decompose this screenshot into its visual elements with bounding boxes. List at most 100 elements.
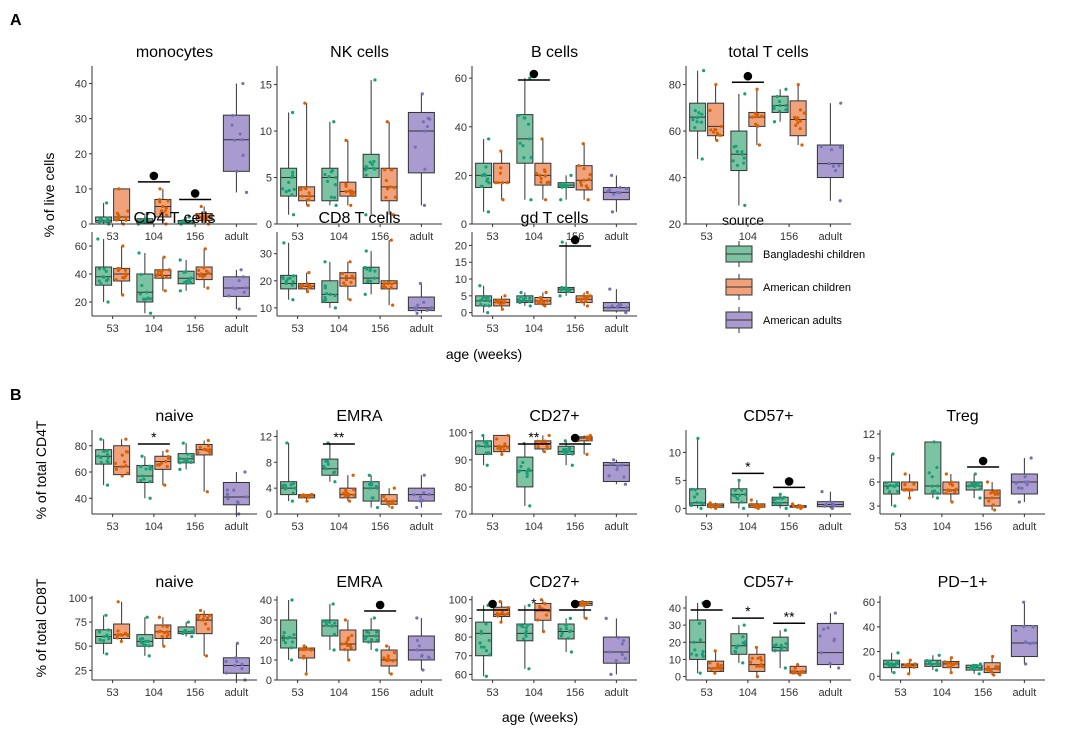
data-point bbox=[616, 464, 620, 468]
data-point bbox=[281, 275, 285, 279]
data-point bbox=[735, 496, 739, 500]
significance-dot bbox=[190, 189, 200, 198]
data-point bbox=[798, 119, 803, 123]
data-point bbox=[479, 184, 483, 188]
data-point bbox=[784, 108, 788, 112]
data-point bbox=[282, 631, 286, 635]
data-point bbox=[499, 302, 503, 307]
box-bangladeshi-children-53 bbox=[689, 601, 707, 675]
data-point bbox=[299, 188, 303, 192]
data-point bbox=[780, 496, 784, 501]
data-point bbox=[690, 502, 694, 506]
significance-dot bbox=[529, 69, 539, 79]
legend: source Bangladeshi children American chi… bbox=[722, 212, 865, 333]
data-point bbox=[539, 301, 543, 306]
data-point bbox=[539, 177, 543, 181]
data-point bbox=[733, 488, 737, 493]
data-point bbox=[802, 111, 806, 115]
data-point bbox=[484, 622, 488, 626]
data-point bbox=[241, 275, 245, 279]
data-point bbox=[370, 496, 374, 500]
data-point bbox=[344, 189, 348, 194]
data-point bbox=[341, 491, 346, 495]
significance-label: * bbox=[745, 458, 751, 474]
data-point bbox=[231, 286, 235, 290]
x-tick-label: 53 bbox=[107, 323, 119, 335]
data-point bbox=[536, 445, 540, 449]
data-point bbox=[120, 474, 124, 478]
y-tick-label: 0 bbox=[266, 675, 272, 687]
data-point bbox=[368, 267, 373, 271]
data-point bbox=[743, 492, 747, 496]
data-point bbox=[563, 439, 567, 443]
data-point bbox=[818, 634, 822, 638]
significance-dot bbox=[570, 599, 580, 609]
box-bangladeshi-children-53 bbox=[689, 436, 707, 510]
data-point bbox=[623, 482, 628, 486]
box-american-children-104 bbox=[942, 656, 960, 675]
data-point bbox=[543, 170, 547, 174]
data-point bbox=[292, 187, 296, 191]
data-point bbox=[160, 274, 165, 278]
significance-label: ** bbox=[333, 429, 344, 445]
data-point bbox=[695, 116, 699, 120]
data-point bbox=[383, 168, 387, 172]
data-point bbox=[971, 663, 976, 667]
data-point bbox=[749, 498, 753, 502]
data-point bbox=[741, 661, 745, 665]
subplot-13: naive 25 50 75 100 53 104 156 adult bbox=[69, 574, 257, 699]
data-point bbox=[373, 78, 377, 82]
data-point bbox=[991, 654, 995, 659]
data-point bbox=[393, 280, 397, 284]
data-point bbox=[752, 504, 757, 508]
data-point bbox=[892, 670, 896, 675]
data-point bbox=[793, 670, 797, 674]
box-american-children-53 bbox=[113, 244, 131, 297]
y-tick-label: 20 bbox=[260, 276, 272, 288]
data-point bbox=[521, 625, 525, 629]
data-point bbox=[753, 111, 757, 116]
data-point bbox=[240, 662, 244, 666]
x-tick-label: 104 bbox=[933, 687, 951, 699]
data-point bbox=[159, 269, 163, 273]
data-point bbox=[309, 493, 313, 497]
data-point bbox=[893, 664, 897, 668]
data-point bbox=[346, 494, 350, 498]
data-point bbox=[522, 156, 526, 160]
subplot-2: NK cells 0 5 10 15 53 104 156 adult bbox=[260, 44, 442, 243]
data-point bbox=[139, 464, 143, 469]
x-tick-label: 53 bbox=[107, 231, 119, 243]
subplot-6: CD8 T cells 10 20 30 53 104 156 adult bbox=[260, 210, 442, 335]
data-point bbox=[972, 482, 977, 486]
data-point bbox=[612, 458, 616, 462]
data-point bbox=[929, 659, 933, 663]
box-bangladeshi-children-104 bbox=[516, 603, 534, 671]
data-point bbox=[285, 441, 289, 445]
data-point bbox=[344, 493, 348, 497]
data-point bbox=[935, 491, 940, 495]
data-point bbox=[482, 645, 486, 649]
box-american-children-53 bbox=[901, 658, 919, 676]
data-point bbox=[165, 464, 169, 469]
data-point bbox=[352, 488, 356, 492]
box-american-children-53 bbox=[113, 187, 131, 226]
box-american-adults-adult bbox=[222, 81, 250, 194]
data-point bbox=[754, 645, 759, 650]
data-point bbox=[609, 462, 613, 466]
y-tick-label: 15 bbox=[455, 257, 467, 269]
data-point bbox=[518, 141, 522, 145]
data-point bbox=[163, 289, 167, 293]
data-point bbox=[528, 76, 532, 80]
data-point bbox=[754, 115, 758, 119]
data-point bbox=[206, 627, 210, 631]
data-point bbox=[987, 499, 991, 503]
data-point bbox=[735, 163, 739, 167]
data-point bbox=[796, 116, 800, 120]
x-tick-label: 53 bbox=[487, 687, 499, 699]
data-point bbox=[291, 280, 295, 284]
y-tick-label: 0 bbox=[461, 219, 467, 231]
x-tick-label: 104 bbox=[739, 231, 757, 243]
data-point bbox=[975, 663, 979, 668]
data-point bbox=[156, 272, 160, 276]
data-point bbox=[290, 170, 295, 174]
